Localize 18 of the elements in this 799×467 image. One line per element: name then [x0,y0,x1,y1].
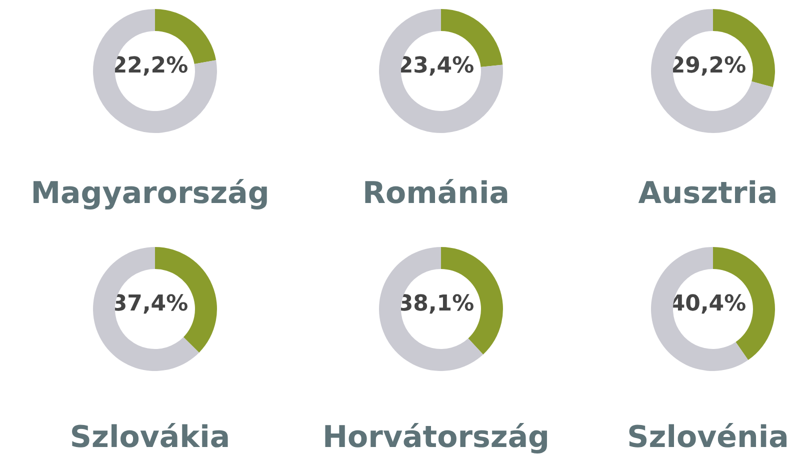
text: 22,2% [112,54,188,78]
text: Szlovénia [626,420,790,455]
text: 23,4% [398,54,474,78]
text: 38,1% [398,292,474,316]
donut-slice [379,247,484,371]
donut-slice [93,247,200,371]
text: 37,4% [112,292,188,316]
text: Románia [361,176,511,211]
donut-slice [651,247,748,371]
text: 29,2% [670,54,746,78]
text: Szlovákia [68,420,232,455]
donut-slice [93,9,217,133]
text: 40,4% [670,292,746,316]
donut-slice [379,9,503,133]
donut-slice [651,9,773,133]
text: Horvátország [321,420,551,455]
text: Ausztria [637,176,779,211]
text: Magyarország [30,176,270,211]
